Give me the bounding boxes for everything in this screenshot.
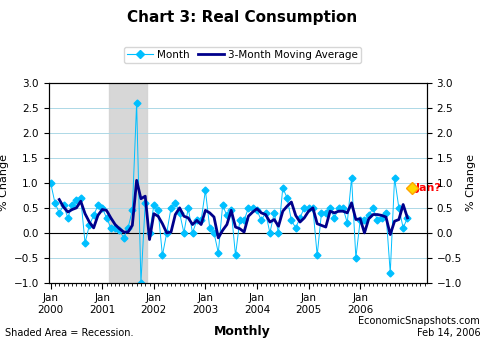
Text: Jan?: Jan? (414, 183, 440, 193)
Text: Shaded Area = Recession.: Shaded Area = Recession. (5, 328, 133, 338)
Text: Chart 3: Real Consumption: Chart 3: Real Consumption (127, 10, 357, 25)
Y-axis label: % Change: % Change (0, 154, 9, 211)
Text: Monthly: Monthly (213, 325, 271, 338)
Text: EconomicSnapshots.com
Feb 14, 2006: EconomicSnapshots.com Feb 14, 2006 (358, 316, 479, 338)
Bar (108, 83, 147, 283)
Legend: Month, 3-Month Moving Average: Month, 3-Month Moving Average (123, 47, 361, 63)
Y-axis label: % Change: % Change (465, 154, 475, 211)
